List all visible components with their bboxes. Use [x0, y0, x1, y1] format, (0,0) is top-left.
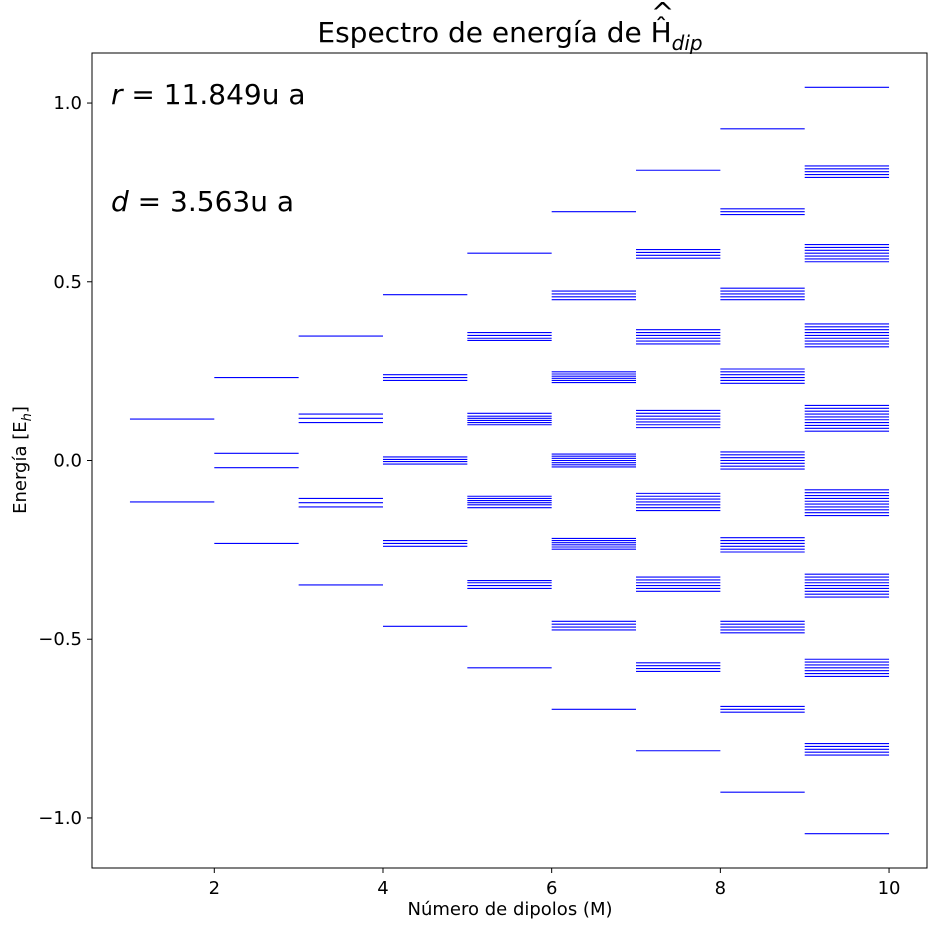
x-tick-label: 4 [377, 878, 388, 899]
annotation-r: r = 11.849u a [111, 78, 306, 111]
annotation-d: d = 3.563u a [111, 185, 294, 218]
x-tick-label: 6 [546, 878, 557, 899]
x-tick-label: 10 [878, 878, 901, 899]
y-tick-label: −1.0 [38, 808, 82, 829]
chart-title: Espectro de energía de Ĥdip [317, 15, 702, 55]
y-tick-label: −0.5 [38, 629, 82, 650]
x-tick-label: 8 [715, 878, 726, 899]
y-tick-label: 1.0 [53, 93, 82, 114]
y-tick-label: 0.5 [53, 272, 82, 293]
y-axis-ticks: 1.0 0.5 0.0 −0.5 −1.0 [38, 93, 92, 829]
y-tick-label: 0.0 [53, 451, 82, 472]
x-tick-label: 2 [209, 878, 220, 899]
x-axis-ticks: 2 4 6 8 10 [209, 868, 901, 899]
title-hat-accent: ^ [651, 0, 674, 29]
x-axis-label: Número de dipolos (M) [408, 899, 613, 920]
y-axis-label: Energía [Eh] [10, 406, 35, 514]
energy-levels [129, 86, 890, 835]
